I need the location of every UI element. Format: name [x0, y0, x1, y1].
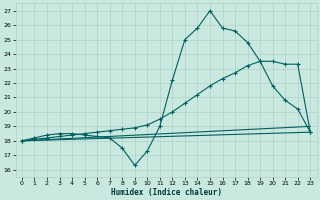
X-axis label: Humidex (Indice chaleur): Humidex (Indice chaleur) — [111, 188, 221, 197]
